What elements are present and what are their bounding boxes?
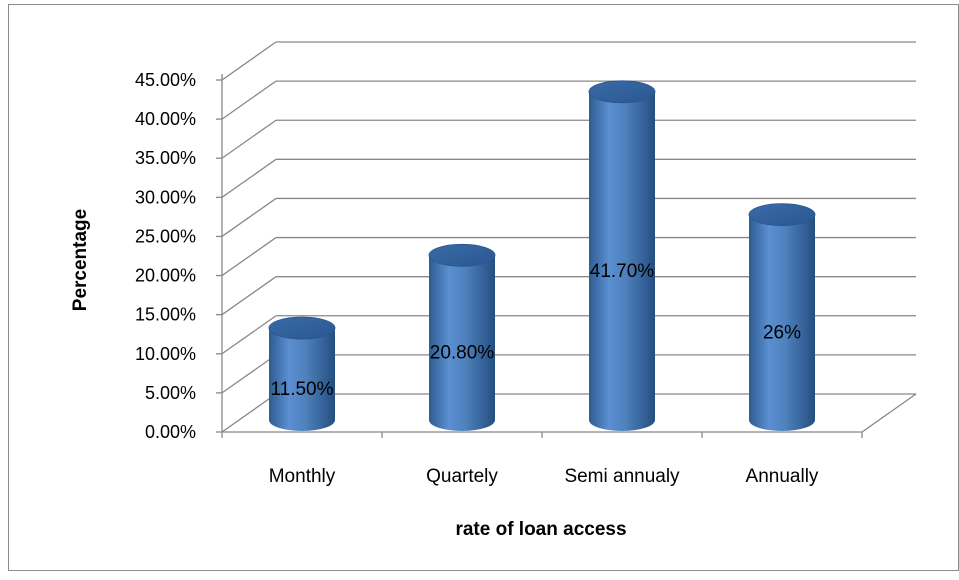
x-tick-label: Quartely — [426, 466, 498, 487]
bar-top — [268, 316, 336, 340]
bar — [268, 316, 336, 431]
axis-layer: 0.00% 5.00% 10.00% 15.00% 20.00% 25.00% 30.00%… — [135, 70, 863, 487]
side-gridline — [221, 276, 277, 316]
data-label: 20.80% — [430, 343, 495, 364]
y-tick-label: 25.00% — [135, 226, 196, 246]
bar-top — [428, 243, 496, 267]
bar-body — [269, 328, 335, 431]
y-tick-label: 0.00% — [145, 422, 196, 442]
y-tick-label: 10.00% — [135, 344, 196, 364]
data-label: 26% — [763, 322, 801, 343]
y-tick-label: 15.00% — [135, 305, 196, 325]
y-axis-title: Percentage — [70, 209, 91, 311]
x-tick-label: Annually — [746, 466, 819, 487]
data-label: 11.50% — [270, 379, 333, 400]
data-label: 41.70% — [590, 261, 655, 282]
bar-layer — [268, 80, 816, 432]
side-gridline — [221, 393, 277, 433]
y-tick-label: 20.00% — [135, 266, 196, 286]
bar-body — [589, 91, 655, 432]
bar-top — [588, 80, 656, 104]
side-gridline — [221, 237, 277, 277]
side-gridline — [221, 354, 277, 394]
side-gridline — [221, 80, 277, 120]
y-tick-label: 5.00% — [145, 383, 196, 403]
label-layer: 11.50% 20.80% 41.70% 26% — [270, 261, 801, 400]
bar — [748, 203, 816, 431]
x-axis-title: rate of loan access — [455, 519, 626, 540]
y-tick-label: 30.00% — [135, 187, 196, 207]
side-gridline — [221, 158, 277, 198]
bar-body — [429, 255, 495, 431]
bar-body — [749, 214, 815, 431]
y-tick-label: 40.00% — [135, 109, 196, 129]
side-gridline — [221, 315, 277, 355]
side-gridline — [221, 119, 277, 159]
side-gridline — [221, 41, 277, 81]
bar — [588, 80, 656, 432]
x-tick-label: Monthly — [269, 466, 336, 487]
bar-top — [748, 203, 816, 227]
y-tick-label: 45.00% — [135, 70, 196, 90]
floor-right-edge — [861, 393, 917, 433]
x-tick-label: Semi annualy — [564, 466, 680, 487]
side-gridline — [221, 197, 277, 237]
y-tick-label: 35.00% — [135, 148, 196, 168]
bar — [428, 243, 496, 431]
